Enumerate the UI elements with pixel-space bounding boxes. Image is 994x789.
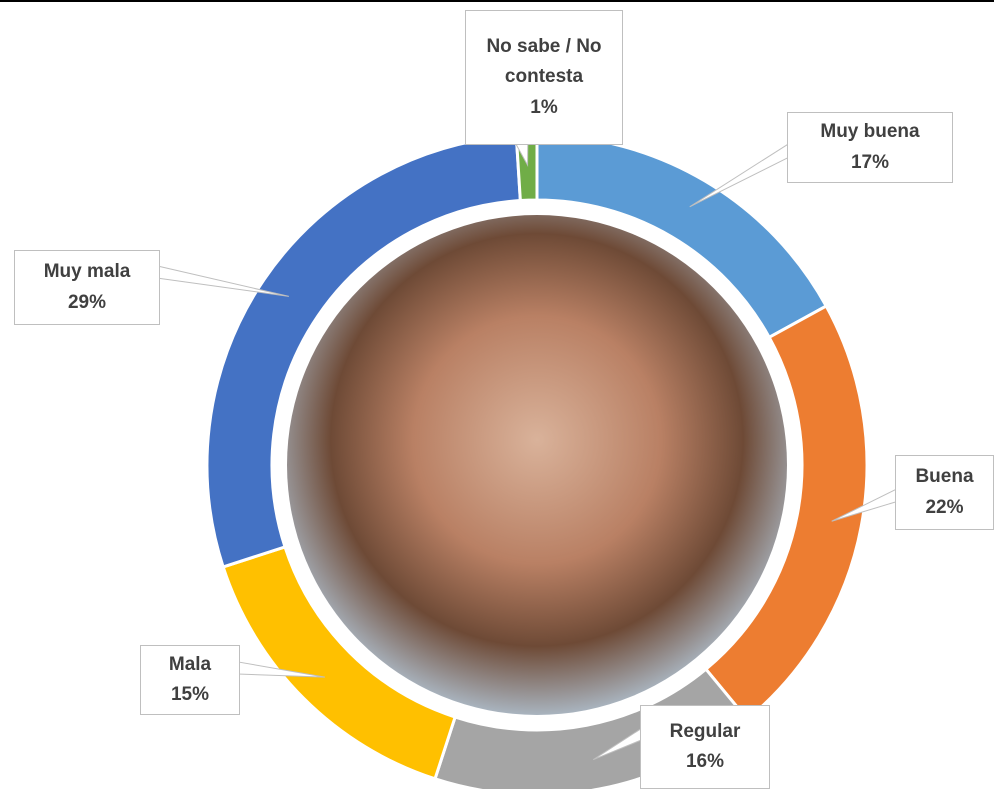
center-photo xyxy=(287,215,787,715)
label-category: Muy mala xyxy=(43,261,131,283)
data-label: Buena 22% xyxy=(895,455,994,530)
leader-line xyxy=(689,144,794,208)
label-value: 29% xyxy=(67,291,107,313)
label-category: Regular xyxy=(669,720,741,742)
label-category: Buena xyxy=(915,466,974,488)
label-category: Muy buena xyxy=(820,121,920,143)
label-value: 17% xyxy=(850,151,890,173)
label-value: 16% xyxy=(685,751,725,772)
data-label: Mala 15% xyxy=(140,645,240,715)
label-value: 15% xyxy=(170,684,210,705)
label-value: 1% xyxy=(530,96,558,118)
data-label: Muy mala 29% xyxy=(14,250,160,325)
label-category: Mala xyxy=(168,653,212,675)
label-category: No sabe / No contesta xyxy=(486,35,602,88)
label-value: 22% xyxy=(925,496,964,518)
data-label: Muy buena 17% xyxy=(787,112,953,183)
data-label: No sabe / No contesta 1% xyxy=(465,10,623,145)
data-label: Regular 16% xyxy=(640,705,770,789)
